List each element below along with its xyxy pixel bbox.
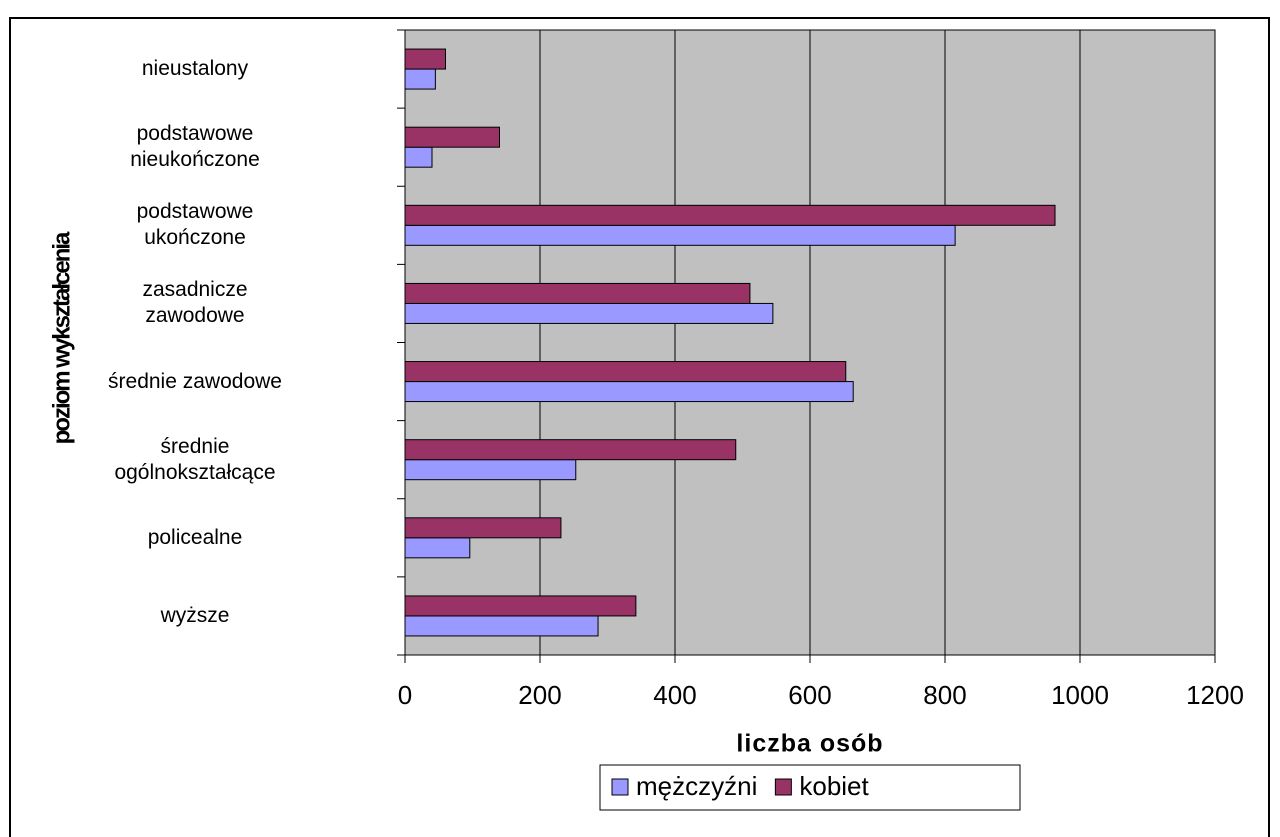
- bar: [404, 439, 737, 461]
- x-tick-label: 800: [923, 680, 966, 710]
- y-axis-title: poziom wykształcenia: [48, 231, 75, 444]
- bar: [404, 302, 774, 324]
- bar: [404, 615, 599, 637]
- x-tick-label: 400: [653, 680, 696, 710]
- y-tick-label: nieustalony: [141, 57, 249, 81]
- legend-label: kobiet: [799, 771, 869, 801]
- legend-box: [599, 764, 1021, 811]
- bar: [404, 68, 436, 90]
- y-tick-label: średnie ogólnokształcące: [114, 434, 276, 484]
- y-tick-label: wyższe: [160, 603, 230, 627]
- x-tick-label: 1200: [1186, 680, 1244, 710]
- bar: [404, 537, 471, 559]
- chart-frame: [9, 17, 1270, 837]
- x-tick-label: 0: [398, 680, 412, 710]
- y-tick-label: średnie zawodowe: [108, 369, 282, 393]
- bar: [404, 204, 1056, 226]
- y-tick-label: podstawowe nieukończone: [130, 122, 260, 172]
- x-axis-title: liczba osób: [736, 730, 883, 758]
- bar: [404, 48, 446, 70]
- legend-label: mężczyźni: [636, 771, 757, 801]
- legend-swatch: [774, 778, 792, 796]
- bar: [404, 282, 751, 304]
- y-tick-label: podstawowe ukończone: [136, 200, 254, 250]
- y-tick-label: zasadnicze zawodowe: [142, 278, 248, 328]
- x-tick-label: 1000: [1051, 680, 1109, 710]
- legend-swatch: [611, 778, 629, 796]
- bar: [404, 126, 500, 148]
- bar: [404, 595, 637, 617]
- x-tick-label: 200: [518, 680, 561, 710]
- bar: [404, 224, 956, 246]
- bar: [404, 459, 577, 481]
- bar: [404, 361, 847, 383]
- bar: [404, 517, 562, 539]
- bar: [404, 146, 433, 168]
- bar: [404, 381, 854, 403]
- x-tick-label: 600: [788, 680, 831, 710]
- y-tick-label: policealne: [147, 525, 243, 549]
